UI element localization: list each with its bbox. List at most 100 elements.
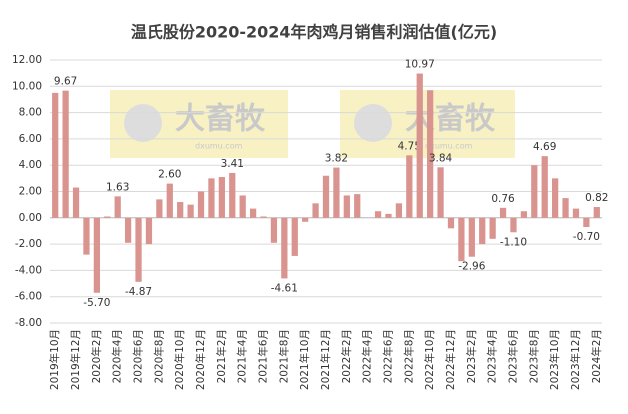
bar [552,178,559,218]
data-label: 2.60 [158,169,181,181]
y-tick-label: 0.00 [19,212,42,224]
x-tick-label: 2023年8月 [527,329,540,383]
bar [72,187,80,218]
data-label: 0.82 [585,192,608,204]
data-label: -4.87 [125,286,152,298]
x-tick-label: 2020年2月 [90,329,103,383]
bar [83,217,90,255]
x-tick-label: 2023年10月 [548,329,561,390]
bar [395,203,403,218]
bar [187,204,194,218]
data-label: 1.63 [106,181,129,193]
bar [135,217,142,282]
data-label: -4.61 [271,282,298,294]
data-label: -5.70 [83,297,110,309]
bar [343,195,350,218]
x-tick-label: 2024年2月 [590,329,603,383]
x-tick-label: 2021年4月 [236,329,249,383]
bar [291,217,298,256]
bar [322,175,330,218]
data-label: -1.10 [500,236,527,248]
bar [510,217,517,233]
x-tick-label: 2021年6月 [257,329,270,383]
y-tick-label: 10.00 [12,80,42,92]
y-tick-label: -6.00 [15,291,42,303]
x-tick-label: 2021年10月 [298,329,311,390]
chart-title: 温氏股份2020-2024年肉鸡月销售利润估值(亿元) [130,23,497,42]
bar [145,217,153,245]
bar [489,217,496,239]
y-tick-label: 2.00 [19,186,42,198]
watermark-logo [124,104,162,142]
data-label: 4.75 [398,140,421,152]
data-label: 3.41 [221,158,244,170]
x-tick-label: 2020年6月 [132,329,145,383]
data-label: 10.97 [405,59,435,71]
x-tick-label: 2019年12月 [69,329,82,390]
bar [354,194,361,218]
bar [104,216,111,218]
bar [62,90,69,218]
x-tick-label: 2022年4月 [361,329,374,383]
watermark-logo [354,104,392,142]
bar [406,155,413,218]
bar [93,217,100,293]
data-label: 0.76 [491,193,515,205]
bar [531,165,538,218]
y-tick-label: 8.00 [19,107,42,119]
y-tick-label: -2.00 [15,238,42,250]
data-label: 4.69 [533,141,556,153]
bar [416,73,423,218]
bar [124,217,132,243]
y-tick-label: 4.00 [19,159,42,171]
bar [385,213,392,218]
bar [156,199,163,218]
bar [520,211,528,218]
data-label: 9.67 [54,76,77,88]
bar [177,202,184,218]
x-tick-label: 2022年8月 [402,329,415,383]
x-tick-label: 2022年2月 [340,329,353,383]
bar [374,211,382,218]
x-tick-label: 2023年4月 [486,329,499,383]
data-label: 3.82 [325,153,348,165]
x-tick-label: 2022年12月 [444,329,457,390]
x-tick-label: 2020年8月 [152,329,165,383]
bar [479,217,486,245]
bar [312,203,319,218]
x-tick-label: 2020年4月 [111,329,124,383]
x-tick-label: 2020年12月 [194,329,207,390]
bar [260,216,267,218]
bar [239,195,246,218]
bar [427,90,434,218]
x-tick-label: 2021年12月 [319,329,332,390]
bar [593,207,600,218]
watermark-url: dxumu.com [425,142,473,151]
x-tick-label: 2020年10月 [173,329,186,390]
watermark-url: dxumu.com [195,142,243,151]
bar [562,198,569,218]
bar [166,183,173,218]
bar [572,208,580,218]
bar [197,191,205,218]
bar [437,167,444,218]
bar [458,217,465,262]
bar [281,217,288,279]
data-label: -2.96 [458,261,485,273]
bar [229,172,236,218]
bar [218,177,225,218]
bar [249,208,257,218]
bar [114,196,121,218]
bar [447,217,455,229]
bar [583,217,590,228]
x-tick-label: 2023年12月 [569,329,582,390]
x-tick-label: 2023年2月 [465,329,478,383]
bar [52,92,59,218]
bar [499,207,507,218]
bar [302,217,309,222]
bar [468,217,475,257]
x-tick-label: 2022年10月 [423,329,436,390]
x-tick-label: 2019年10月 [48,329,61,390]
bar [270,217,278,243]
bar [541,156,548,218]
